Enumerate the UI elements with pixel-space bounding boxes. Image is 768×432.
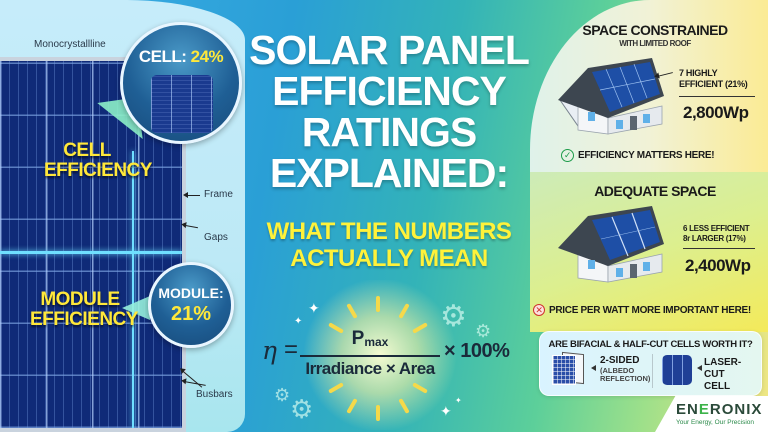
house-small-roof-icon xyxy=(558,58,664,135)
equals-sign: = xyxy=(284,336,299,363)
house-large-roof-icon xyxy=(558,206,664,283)
fraction-bar xyxy=(300,355,440,357)
panel-gap-vertical xyxy=(132,151,134,428)
gear-icon: ⚙ xyxy=(290,394,314,424)
divider xyxy=(652,354,653,388)
formula-multiplier: × 100% xyxy=(444,340,510,362)
scenario-watts: 2,400Wp xyxy=(685,256,751,275)
brand-tagline: Your Energy, Our Precision xyxy=(676,419,755,426)
sparkle-icon: ✦ xyxy=(308,300,320,316)
frame-arrow-icon xyxy=(183,192,200,198)
bifacial-panel-icon xyxy=(552,355,576,385)
two-sided-label: 2-SIDED xyxy=(600,355,640,366)
x-circle-icon: ✕ xyxy=(533,304,545,316)
scenario-description: 7 HIGHLY EFFICIENT (21%) xyxy=(679,68,748,89)
gear-icon: ⚙ xyxy=(475,321,492,341)
divider xyxy=(679,96,755,97)
scenario-watts: 2,800Wp xyxy=(683,103,749,122)
scenario-title: SPACE CONSTRAINED xyxy=(582,22,728,38)
module-efficiency-callout: MODULE EFFICIENCY xyxy=(30,289,138,330)
module-efficiency-value: 21% xyxy=(170,303,212,325)
cell-efficiency-bubble: CELL: 24% xyxy=(120,22,242,144)
cell-efficiency-callout: CELL EFFICIENCY xyxy=(44,140,152,181)
half-cut-cell-icon xyxy=(662,355,692,385)
panel-gap-horizontal xyxy=(0,251,182,254)
pointer-triangle-icon xyxy=(591,365,596,371)
scenario-title: ADEQUATE SPACE xyxy=(594,183,716,199)
scenario-note: ✕ PRICE PER WATT MORE IMPORTANT HERE! xyxy=(533,304,751,316)
gear-icon: ⚙ xyxy=(440,300,467,333)
cell-efficiency-value: 24% xyxy=(190,47,224,66)
module-bubble-label: MODULE: xyxy=(158,285,224,301)
formula-denominator: Irradiance × Area xyxy=(305,359,435,378)
main-subtitle: WHAT THE NUMBERS ACTUALLY MEAN xyxy=(266,218,512,272)
gaps-annotation: Gaps xyxy=(204,232,228,243)
panel-type-label: Monocrystallline xyxy=(34,39,106,50)
scenario-description: 6 LESS EFFICIENT 8r LARGER (17%) xyxy=(683,224,750,243)
albedo-label: (ALBEDO REFLECTION) xyxy=(600,366,651,383)
laser-cut-label: LASER-CUT CELL xyxy=(704,357,742,392)
scenario-subtitle: WITH LIMITED ROOF xyxy=(619,39,691,48)
cell-bubble-label: CELL: 24% xyxy=(138,47,224,66)
frame-annotation: Frame xyxy=(204,189,233,200)
check-circle-icon: ✓ xyxy=(561,149,574,162)
bifacial-question: ARE BIFACIAL & HALF-CUT CELLS WORTH IT? xyxy=(548,339,753,350)
eta-symbol: η xyxy=(262,336,277,365)
main-title: SOLAR PANEL EFFICIENCY RATINGS EXPLAINED… xyxy=(249,27,530,196)
formula-numerator: Pmax xyxy=(351,328,389,349)
module-bubble-pointer xyxy=(122,296,150,320)
pointer-triangle-icon xyxy=(697,365,702,371)
efficiency-formula: η = Pmax Irradiance × Area × 100% xyxy=(262,328,532,378)
module-efficiency-bubble: MODULE: 21% xyxy=(148,262,234,348)
busbars-annotation: Busbars xyxy=(196,389,233,400)
scenario-note: ✓ EFFICIENCY MATTERS HERE! xyxy=(561,149,715,162)
sparkle-icon: ✦ xyxy=(294,316,303,327)
brand-logo: ENERONIX xyxy=(676,401,763,418)
sparkle-icon: ✦ xyxy=(440,403,452,419)
sun-ray-icon xyxy=(376,296,380,312)
solar-cell-icon xyxy=(151,75,213,133)
logo-background xyxy=(655,396,768,432)
sparkle-icon: ✦ xyxy=(455,396,462,405)
gear-icon: ⚙ xyxy=(274,385,291,405)
bifacial-halfcut-box: ARE BIFACIAL & HALF-CUT CELLS WORTH IT? … xyxy=(539,331,762,396)
sun-ray-icon xyxy=(376,405,380,421)
divider xyxy=(683,248,755,249)
